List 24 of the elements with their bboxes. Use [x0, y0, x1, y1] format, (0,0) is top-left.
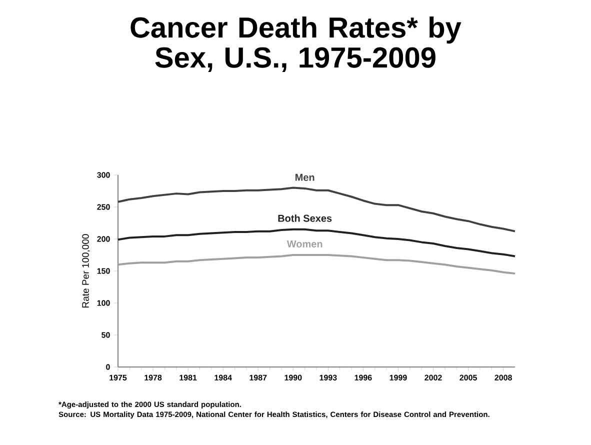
series-label: Both Sexes [278, 214, 332, 222]
x-tick-label: 1984 [214, 374, 232, 380]
y-tick-label: 0 [106, 364, 110, 370]
x-tick-label: 1996 [354, 374, 372, 380]
y-axis-title: Rate Per 100,000 [82, 234, 90, 308]
x-tick-label: 1975 [110, 374, 127, 380]
x-tick-label: 1990 [284, 374, 302, 380]
x-tick-label: 1987 [250, 374, 267, 380]
chart-title: Cancer Death Rates* by Sex, U.S., 1975-2009 [130, 16, 462, 72]
x-tick-label: 1978 [144, 374, 162, 380]
series-label: Men [296, 174, 314, 181]
x-tick-label: 2008 [494, 374, 512, 380]
y-tick-label: 250 [97, 204, 110, 210]
x-tick-label: 2005 [460, 374, 477, 380]
x-tick-label: 1993 [320, 374, 337, 380]
y-tick-label: 300 [97, 172, 110, 178]
y-tick-label: 100 [97, 300, 110, 306]
series-label: Women [286, 240, 322, 248]
y-tick-label: 50 [102, 332, 110, 338]
y-tick-label: 150 [97, 268, 110, 274]
x-tick-label: 1999 [390, 374, 407, 380]
x-tick-label: 1981 [180, 374, 197, 380]
y-tick-label: 200 [97, 236, 110, 242]
x-tick-label: 2002 [424, 374, 442, 380]
